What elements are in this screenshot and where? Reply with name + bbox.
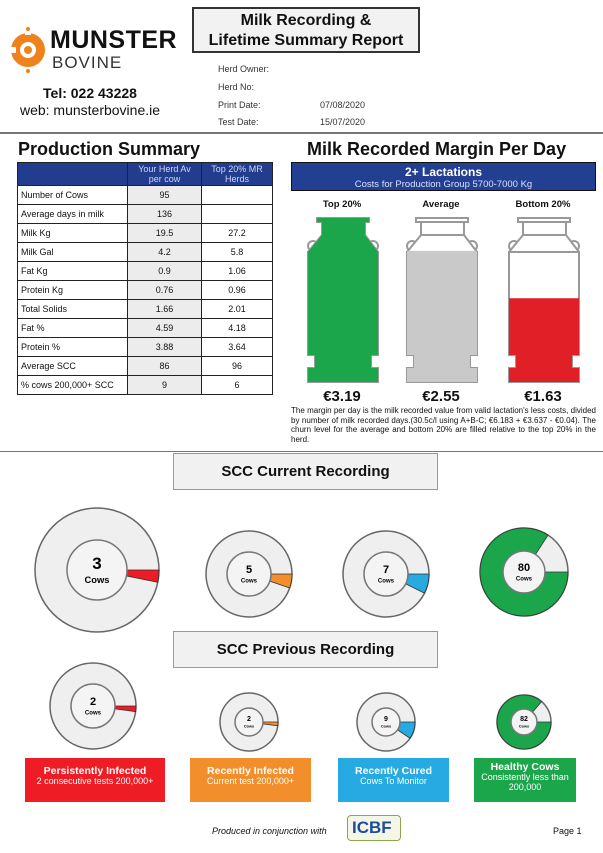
legend-item: Persistently Infected 2 consecutive tests… bbox=[25, 758, 165, 802]
legend-subtitle: 2 consecutive tests 200,000+ bbox=[36, 776, 154, 786]
your-herd-value: 95 bbox=[127, 185, 202, 205]
legend-item: Recently Infected Current test 200,000+ bbox=[190, 758, 311, 802]
donut-count: 5 bbox=[246, 564, 252, 576]
legend-subtitle: Consistently less than 200,000 bbox=[481, 772, 569, 792]
donut-count: 82 bbox=[520, 716, 528, 723]
churn-fill bbox=[407, 250, 477, 382]
field-label: Herd No: bbox=[218, 82, 255, 92]
donut-unit: Cows bbox=[516, 576, 533, 582]
donut-unit: Cows bbox=[85, 575, 110, 585]
top-20-value: 6 bbox=[201, 375, 273, 395]
website: web: munsterbovine.ie bbox=[19, 102, 161, 118]
legend-title: Recently Infected bbox=[207, 765, 294, 777]
donut-unit: Cows bbox=[85, 710, 102, 716]
telephone: Tel: 022 43228 bbox=[43, 85, 137, 101]
donut-current-1: 5 Cows bbox=[205, 530, 293, 618]
table-row: Number of Cows 95 bbox=[17, 185, 273, 205]
page-number: Page 1 bbox=[553, 826, 582, 836]
table-row: Fat % 4.59 4.18 bbox=[17, 318, 273, 338]
donut-unit: Cows bbox=[519, 724, 529, 728]
field-label: Herd Owner: bbox=[218, 64, 270, 74]
title-line-2: Lifetime Summary Report bbox=[208, 32, 404, 49]
header-your-herd: Your Herd Av per cow bbox=[127, 162, 202, 186]
donut-count: 2 bbox=[247, 716, 251, 723]
scc-current-title: SCC Current Recording bbox=[173, 453, 438, 490]
report-title: Milk Recording & Lifetime Summary Report bbox=[192, 7, 420, 53]
your-herd-value: 0.76 bbox=[127, 280, 202, 300]
field-label: Print Date: bbox=[218, 100, 261, 110]
churn-label: Top 20% bbox=[322, 199, 362, 210]
your-herd-value: 19.5 bbox=[127, 223, 202, 243]
legend-title: Recently Cured bbox=[354, 765, 433, 777]
donut-count: 2 bbox=[90, 696, 96, 708]
margin-title: Milk Recorded Margin Per Day bbox=[307, 139, 567, 159]
milk-churn-icon bbox=[508, 217, 580, 383]
donut-current-2: 7 Cows bbox=[342, 530, 430, 618]
donut-count: 7 bbox=[383, 564, 389, 576]
table-row: % cows 200,000+ SCC 9 6 bbox=[17, 375, 273, 395]
produced-with: Produced in conjunction with bbox=[212, 826, 327, 836]
donut-previous-0: 2 Cows bbox=[49, 662, 137, 750]
donut-current-0: 3 Cows bbox=[34, 507, 160, 633]
churn-value: €3.19 bbox=[323, 388, 361, 405]
field-label: Test Date: bbox=[218, 117, 259, 127]
legend-item: Healthy Cows Consistently less than 200,0… bbox=[474, 758, 576, 802]
brand-name: MUNSTER bbox=[50, 26, 178, 54]
icbf-logo: ICBF bbox=[347, 815, 401, 841]
production-summary-title: Production Summary bbox=[18, 139, 201, 159]
table-row: Milk Kg 19.5 27.2 bbox=[17, 223, 273, 243]
your-herd-value: 3.88 bbox=[127, 337, 202, 357]
divider bbox=[0, 132, 603, 134]
donut-unit: Cows bbox=[378, 578, 395, 584]
donut-unit: Cows bbox=[381, 724, 391, 728]
donut-count: 9 bbox=[384, 716, 388, 723]
donut-count: 3 bbox=[92, 554, 101, 573]
production-table: Your Herd Av per cow Top 20% MR Herds Numb… bbox=[17, 162, 273, 395]
margin-note: The margin per day is the milk recorded … bbox=[291, 406, 596, 444]
your-herd-value: 136 bbox=[127, 204, 202, 224]
legend-title: Healthy Cows bbox=[490, 761, 560, 773]
brand-subname: BOVINE bbox=[52, 53, 123, 72]
legend-title: Persistently Infected bbox=[43, 765, 147, 777]
table-row: Protein % 3.88 3.64 bbox=[17, 337, 273, 357]
your-herd-value: 0.9 bbox=[127, 261, 202, 281]
title-line-1: Milk Recording & bbox=[240, 12, 372, 29]
scc-previous-title: SCC Previous Recording bbox=[173, 631, 438, 668]
lactation-banner: 2+ Lactations Costs for Production Group … bbox=[291, 162, 596, 191]
munster-bovine-logo-icon bbox=[8, 27, 45, 73]
churn-value: €2.55 bbox=[422, 388, 460, 405]
divider bbox=[0, 451, 603, 452]
donut-count: 80 bbox=[518, 562, 530, 574]
milk-churn-icon bbox=[406, 217, 478, 383]
legend-subtitle: Cows To Monitor bbox=[360, 776, 427, 786]
donut-unit: Cows bbox=[244, 724, 254, 728]
field-value: 15/07/2020 bbox=[320, 117, 366, 127]
donut-current-3: 80 Cows bbox=[479, 527, 569, 617]
table-row: Milk Gal 4.2 5.8 bbox=[17, 242, 273, 262]
table-row: Protein Kg 0.76 0.96 bbox=[17, 280, 273, 300]
churn-fill bbox=[509, 298, 579, 382]
legend-subtitle: Current test 200,000+ bbox=[206, 776, 295, 786]
legend-item: Recently Cured Cows To Monitor bbox=[338, 758, 449, 802]
churn-label: Bottom 20% bbox=[515, 199, 571, 210]
milk-churn-icon bbox=[307, 217, 379, 383]
header-top-20: Top 20% MR Herds bbox=[201, 162, 273, 186]
banner-title: 2+ Lactations bbox=[404, 165, 483, 179]
header-blank bbox=[17, 162, 128, 186]
your-herd-value: 9 bbox=[127, 375, 202, 395]
churn-label: Average bbox=[422, 199, 460, 210]
donut-unit: Cows bbox=[241, 578, 258, 584]
banner-subtitle: Costs for Production Group 5700-7000 Kg bbox=[354, 179, 533, 190]
field-value: 07/08/2020 bbox=[320, 100, 366, 110]
churn-fill bbox=[308, 218, 378, 382]
churn-value: €1.63 bbox=[524, 388, 562, 405]
top-20-value: 4.18 bbox=[201, 318, 273, 338]
